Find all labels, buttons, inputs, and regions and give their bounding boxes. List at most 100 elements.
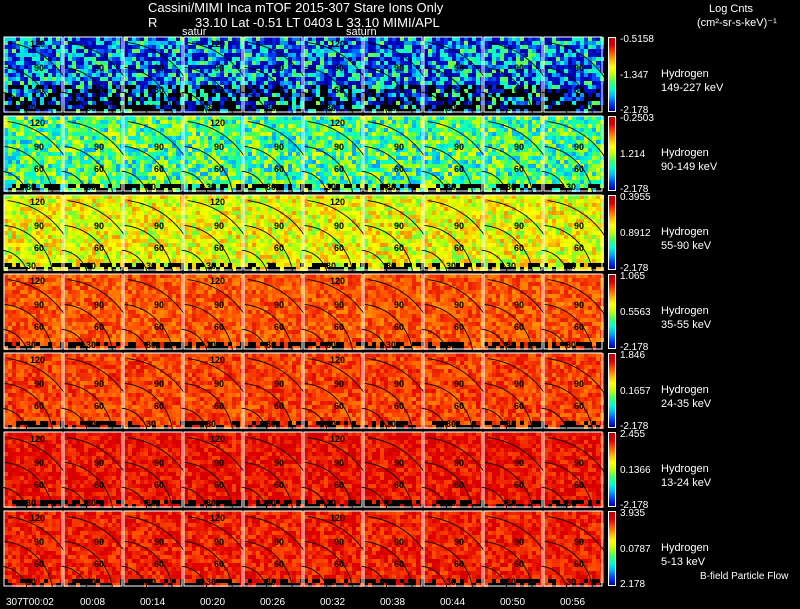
heat-cell — [56, 41, 60, 45]
heat-cell — [324, 97, 328, 101]
heat-cell — [8, 105, 12, 109]
heat-cell — [312, 45, 316, 49]
heat-cell — [356, 37, 360, 41]
heat-cell — [248, 37, 252, 41]
heat-cell — [96, 105, 100, 109]
heat-cell — [104, 77, 108, 81]
heat-cell — [228, 93, 232, 97]
heat-cell — [76, 93, 80, 97]
heat-cell — [248, 61, 252, 65]
heat-cell — [204, 89, 208, 93]
heat-cell — [80, 93, 84, 97]
heat-cell — [136, 101, 140, 105]
heat-cell — [280, 49, 284, 53]
heat-cell — [364, 61, 368, 65]
heat-cell — [236, 89, 240, 93]
heat-cell — [72, 65, 76, 69]
heat-cell — [56, 81, 60, 85]
heat-cell — [48, 41, 52, 45]
heat-cell — [172, 69, 176, 73]
heat-cell — [184, 41, 188, 45]
heat-cell — [40, 77, 44, 81]
heat-cell — [20, 57, 24, 61]
heat-cell — [52, 85, 56, 89]
heat-cell — [184, 85, 188, 89]
heat-cell — [204, 49, 208, 53]
heat-cell — [204, 69, 208, 73]
heat-cell — [268, 61, 272, 65]
heat-cell — [400, 57, 404, 61]
heat-cell — [304, 57, 308, 61]
heat-cell — [268, 41, 272, 45]
heat-cell — [232, 97, 236, 101]
heat-cell — [172, 81, 176, 85]
heat-cell — [44, 73, 48, 77]
heat-cell — [64, 101, 68, 105]
heat-cell — [256, 49, 260, 53]
heat-cell — [168, 69, 172, 73]
heat-cell — [252, 105, 256, 109]
heat-cell — [272, 37, 276, 41]
heat-cell — [84, 69, 88, 73]
heat-cell — [264, 57, 268, 61]
heat-cell — [224, 69, 228, 73]
heat-cell — [248, 81, 252, 85]
heat-cell — [296, 45, 300, 49]
heat-cell — [80, 49, 84, 53]
heat-cell — [192, 45, 196, 49]
heat-cell — [8, 69, 12, 73]
heat-cell — [156, 57, 160, 61]
heat-cell — [128, 77, 132, 81]
heat-cell — [48, 69, 52, 73]
heat-cell — [72, 49, 76, 53]
heat-cell — [40, 49, 44, 53]
heat-cell — [236, 49, 240, 53]
heat-cell — [56, 37, 60, 41]
heat-cell — [20, 73, 24, 77]
heat-cell — [196, 57, 200, 61]
heat-cell — [260, 53, 264, 57]
heat-cell — [32, 73, 36, 77]
contour-label: 30 — [26, 103, 36, 113]
heat-cell — [400, 41, 404, 45]
heat-cell — [84, 85, 88, 89]
heat-cell — [176, 37, 180, 41]
heat-cell — [4, 101, 8, 105]
heat-cell — [136, 61, 140, 65]
heat-cell — [208, 85, 212, 89]
heat-cell — [248, 85, 252, 89]
heat-cell — [348, 37, 352, 41]
heat-cell — [292, 73, 296, 77]
heat-cell — [276, 37, 280, 41]
heat-cell — [356, 45, 360, 49]
heat-cell — [232, 81, 236, 85]
heat-cell — [124, 105, 128, 109]
heat-cell — [408, 41, 412, 45]
heat-cell — [276, 45, 280, 49]
heat-cell — [288, 49, 292, 53]
heat-cell — [352, 69, 356, 73]
heat-cell — [168, 85, 172, 89]
contour-label: 90 — [34, 63, 44, 73]
heat-cell — [108, 37, 112, 41]
heat-cell — [68, 77, 72, 81]
heat-cell — [156, 73, 160, 77]
heat-cell — [132, 89, 136, 93]
heat-cell — [88, 49, 92, 53]
heat-cell — [124, 81, 128, 85]
heat-cell — [28, 85, 32, 89]
heat-cell — [116, 37, 120, 41]
heat-cell — [192, 65, 196, 69]
heat-cell — [320, 49, 324, 53]
heat-cell — [132, 73, 136, 77]
heat-cell — [200, 97, 204, 101]
heat-cell — [56, 97, 60, 101]
heat-cell — [332, 57, 336, 61]
heat-cell — [308, 45, 312, 49]
heat-cell — [364, 65, 368, 69]
heat-cell — [128, 105, 132, 109]
heat-cell — [20, 89, 24, 93]
heat-cell — [160, 97, 164, 101]
heat-cell — [84, 81, 88, 85]
heat-cell — [84, 97, 88, 101]
